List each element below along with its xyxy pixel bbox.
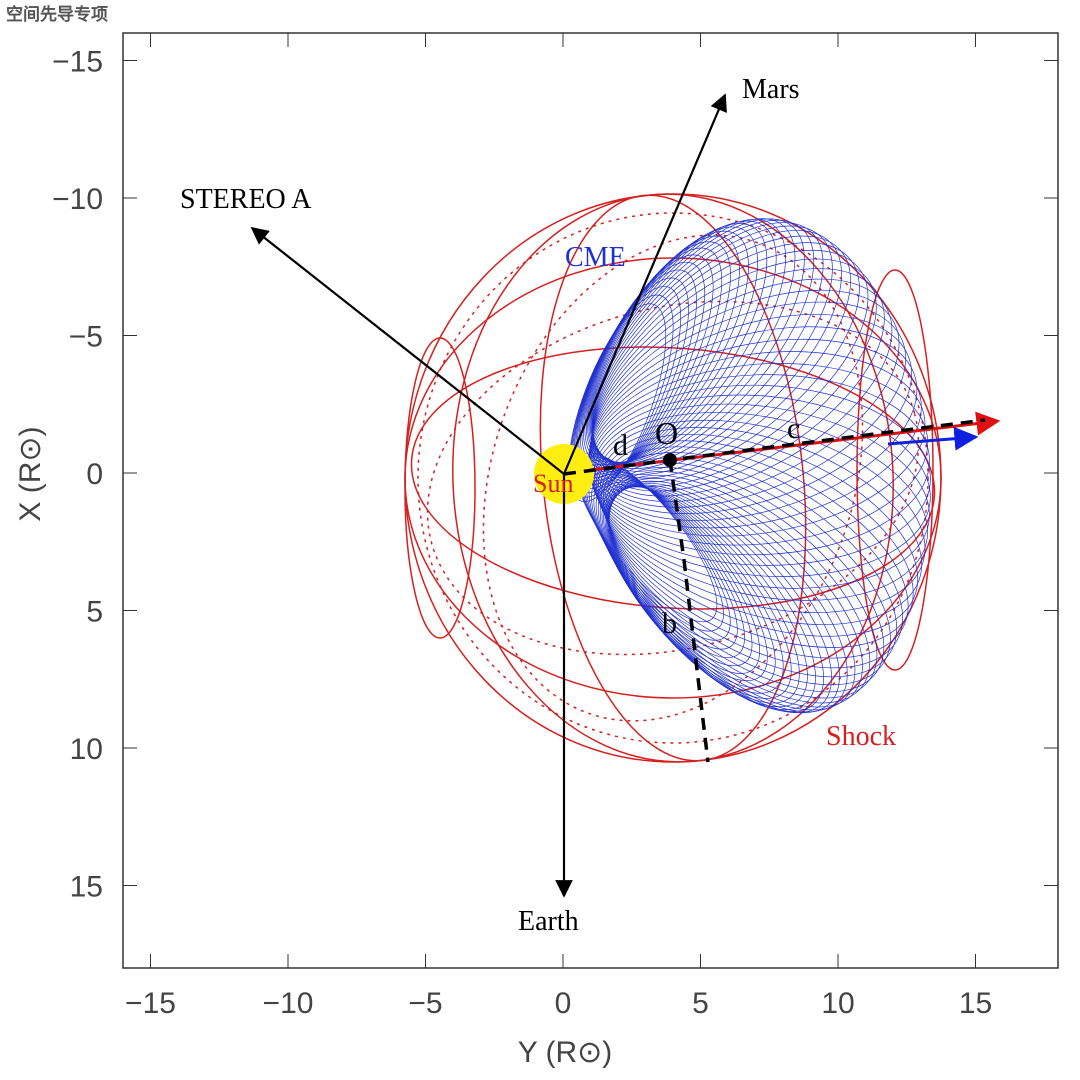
y-tick-label: −5 xyxy=(69,321,103,354)
cme-loop xyxy=(607,467,885,693)
cme xyxy=(568,218,931,714)
cme-loop xyxy=(606,462,891,686)
cme-loop xyxy=(599,483,792,699)
x-axis-title: Y (R⊙) xyxy=(518,1036,613,1069)
watermark: 空间先导专项 xyxy=(6,4,108,25)
y-tick-label: 5 xyxy=(86,596,103,629)
cme-loop xyxy=(601,485,800,704)
label: c xyxy=(787,412,800,445)
cme-loop xyxy=(607,484,840,714)
cme-loop xyxy=(597,427,923,625)
cme-loop xyxy=(599,433,919,637)
label: Earth xyxy=(518,906,579,937)
x-tick-label: −5 xyxy=(408,987,442,1020)
y-tick-label: −10 xyxy=(52,183,103,216)
label: Sun xyxy=(533,469,573,498)
label: Mars xyxy=(742,74,800,105)
x-tick-label: 5 xyxy=(692,987,709,1020)
y-axis-title: X (R⊙) xyxy=(14,426,47,521)
cme-loop xyxy=(595,479,776,688)
y-tick-label: 15 xyxy=(70,871,103,904)
cme-loop xyxy=(597,481,784,694)
x-tick-label: 10 xyxy=(821,987,854,1020)
label: d xyxy=(613,429,628,462)
cme-loop xyxy=(591,474,760,674)
cme-loop xyxy=(591,258,877,487)
y-tick-label: 10 xyxy=(70,733,103,766)
label: CME xyxy=(565,242,626,273)
label: STEREO A xyxy=(180,184,312,215)
cme-loop xyxy=(590,384,931,566)
cme-loop xyxy=(593,476,768,682)
cme-loop xyxy=(606,485,832,714)
arrows xyxy=(250,93,1001,898)
cme-loop xyxy=(591,268,885,492)
cme-loop xyxy=(596,419,926,613)
x-tick-label: 15 xyxy=(959,987,992,1020)
label: O xyxy=(655,415,678,451)
label: Shock xyxy=(826,721,896,752)
label: b xyxy=(662,607,677,640)
y-tick-label: 0 xyxy=(86,458,103,491)
cme-loop xyxy=(605,457,898,678)
cme-loop xyxy=(608,471,878,699)
y-tick-label: −15 xyxy=(52,46,103,79)
cme-loop xyxy=(604,452,903,669)
x-tick-label: 0 xyxy=(555,987,572,1020)
x-tick-label: −15 xyxy=(125,987,176,1020)
x-tick-label: −10 xyxy=(263,987,314,1020)
cme-loop xyxy=(585,223,768,464)
cme-loop xyxy=(568,303,667,502)
cme-loop xyxy=(583,230,749,467)
cme-loop xyxy=(588,470,753,667)
plot-frame xyxy=(122,32,1059,969)
